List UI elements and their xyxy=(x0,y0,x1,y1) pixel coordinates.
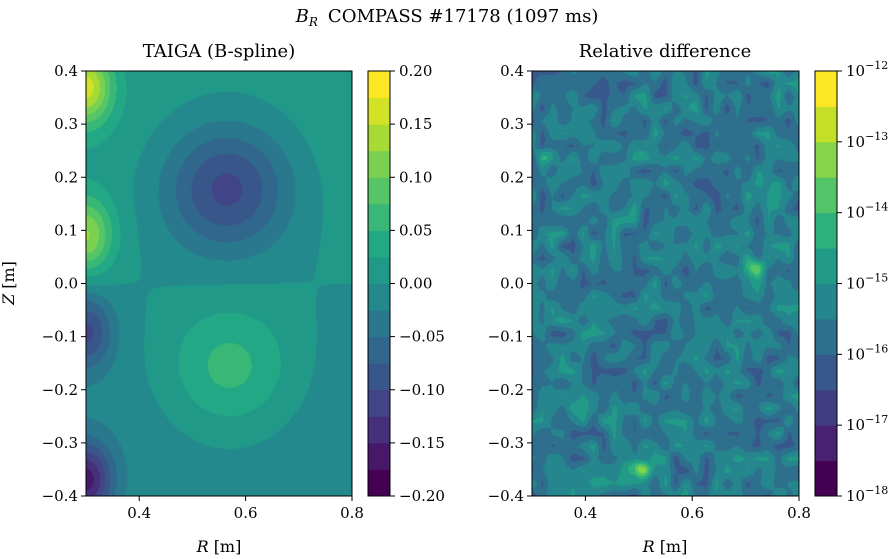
left-y-tick-label: 0.4 xyxy=(54,62,78,80)
right-x-tick-label: 0.4 xyxy=(573,504,597,522)
right-y-tick-label: 0.3 xyxy=(500,115,524,133)
right-colorbar-band xyxy=(815,106,837,143)
right-x-tick-label: 0.6 xyxy=(680,504,704,522)
left-colorbar-ticks: −0.20 −0.15 −0.10 −0.05 0.00 0.05 0.10 0.15 0.20 xyxy=(390,62,445,505)
right-contour-image xyxy=(532,71,799,496)
right-colorbar-band xyxy=(815,460,837,497)
right-colorbar-band xyxy=(815,283,837,320)
right-colorbar-tick-label: 10−17 xyxy=(846,413,888,434)
right-y-tick-label: 0.1 xyxy=(500,221,524,239)
right-colorbar-tick-label: 10−15 xyxy=(846,272,888,293)
right-colorbar-tick-label: 10−16 xyxy=(846,342,888,363)
left-colorbar-band xyxy=(368,469,390,497)
left-contour-image xyxy=(86,71,352,496)
right-colorbar-ticks: 10−12 10−13 10−14 10−15 10−16 10−17 10−18 xyxy=(837,59,888,505)
left-x-axis-label: R [m] xyxy=(196,537,242,556)
left-colorbar-tick-label: 0.20 xyxy=(399,62,432,80)
left-colorbar-tick-label: −0.15 xyxy=(399,434,445,452)
left-colorbar-band xyxy=(368,363,390,391)
left-x-ticks: 0.4 0.6 0.8 xyxy=(127,496,364,522)
left-colorbar-band xyxy=(368,230,390,258)
left-y-tick-label: 0.3 xyxy=(54,115,78,133)
left-colorbar-band xyxy=(368,310,390,338)
right-colorbar-band xyxy=(815,141,837,178)
left-y-axis-label: Z[m] xyxy=(0,261,18,306)
left-panel: TAIGA (B-spline) 0.4 0.6 0.8 −0.4−0.3−0.2−… xyxy=(0,41,364,556)
left-y-tick-label: 0.0 xyxy=(54,275,78,293)
right-colorbar-tick-label: 10−18 xyxy=(846,484,888,505)
left-y-tick-label: 0.1 xyxy=(54,221,78,239)
left-y-tick-label: −0.2 xyxy=(42,381,78,399)
left-y-tick-label: −0.1 xyxy=(42,328,78,346)
right-y-tick-label: −0.3 xyxy=(488,434,524,452)
right-y-tick-label: 0.0 xyxy=(500,275,524,293)
left-colorbar-band xyxy=(368,124,390,152)
right-y-tick-label: 0.2 xyxy=(500,168,524,186)
right-y-tick-label: −0.2 xyxy=(488,381,524,399)
right-colorbar-band xyxy=(815,389,837,426)
right-y-ticks: −0.4 −0.3 −0.2 −0.1 0.0 0.1 0.2 0.3 0.4 xyxy=(488,62,532,505)
left-y-tick-label: 0.2 xyxy=(54,168,78,186)
right-colorbar-band xyxy=(815,71,837,107)
right-panel: Relative difference 0.4 0.6 0.8 −0.4−0.3−0… xyxy=(488,41,811,556)
right-colorbar-band xyxy=(815,354,837,391)
left-colorbar-band xyxy=(368,389,390,417)
left-colorbar-tick-label: 0.15 xyxy=(399,115,432,133)
left-x-tick-label: 0.6 xyxy=(234,504,258,522)
left-colorbar-band xyxy=(368,442,390,470)
right-x-ticks: 0.4 0.6 0.8 xyxy=(573,496,811,522)
left-y-tick-label: −0.4 xyxy=(42,487,78,505)
left-colorbar-tick-label: −0.10 xyxy=(399,381,445,399)
left-colorbar-band xyxy=(368,416,390,444)
right-colorbar-band xyxy=(815,248,837,284)
left-colorbar-band xyxy=(368,283,390,311)
right-y-tick-label: 0.4 xyxy=(500,62,524,80)
right-colorbar-bands xyxy=(815,71,837,497)
right-colorbar-tick-label: 10−13 xyxy=(846,130,888,151)
right-colorbar-band xyxy=(815,425,837,462)
left-colorbar: −0.20 −0.15 −0.10 −0.05 0.00 0.05 0.10 0.15 0.20 xyxy=(367,62,445,505)
right-colorbar-tick-label: 10−14 xyxy=(846,201,888,222)
left-colorbar-band xyxy=(368,97,390,125)
left-y-ticks: −0.4 −0.3 −0.2 −0.1 0.0 0.1 0.2 0.3 0.4 xyxy=(42,62,86,505)
left-colorbar-band xyxy=(368,150,390,178)
right-colorbar-band xyxy=(815,177,837,214)
left-colorbar-bands xyxy=(368,71,390,497)
left-colorbar-band xyxy=(368,71,390,99)
right-colorbar-band xyxy=(815,212,837,249)
left-colorbar-band xyxy=(368,256,390,284)
right-x-axis-label: R [m] xyxy=(642,537,688,556)
figure-title: BR COMPASS #17178 (1097 ms) xyxy=(295,6,599,29)
left-colorbar-tick-label: 0.00 xyxy=(399,275,432,293)
left-colorbar-tick-label: 0.10 xyxy=(399,168,432,186)
right-y-tick-label: −0.1 xyxy=(488,328,524,346)
left-panel-title: TAIGA (B-spline) xyxy=(143,41,295,62)
left-colorbar-tick-label: −0.20 xyxy=(399,487,445,505)
right-colorbar-band xyxy=(815,318,837,355)
left-x-tick-label: 0.8 xyxy=(340,504,364,522)
left-colorbar-tick-label: 0.05 xyxy=(399,221,432,239)
right-panel-title: Relative difference xyxy=(579,41,752,62)
left-colorbar-tick-label: −0.05 xyxy=(399,328,445,346)
left-colorbar-band xyxy=(368,336,390,364)
right-x-tick-label: 0.8 xyxy=(787,504,811,522)
left-x-tick-label: 0.4 xyxy=(127,504,151,522)
right-colorbar: 10−12 10−13 10−14 10−15 10−16 10−17 10−18 xyxy=(814,59,888,505)
left-y-tick-label: −0.3 xyxy=(42,434,78,452)
right-colorbar-tick-label: 10−12 xyxy=(846,59,888,80)
left-colorbar-band xyxy=(368,177,390,205)
left-colorbar-band xyxy=(368,203,390,231)
right-y-tick-label: −0.4 xyxy=(488,487,524,505)
